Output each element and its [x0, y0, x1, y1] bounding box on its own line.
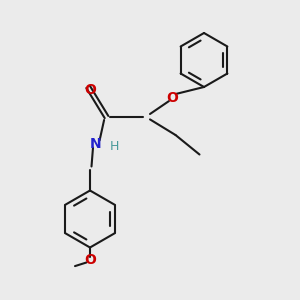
Text: O: O: [84, 253, 96, 267]
Text: O: O: [167, 91, 178, 104]
Text: N: N: [90, 137, 102, 151]
Text: O: O: [84, 83, 96, 97]
Text: H: H: [109, 140, 119, 154]
